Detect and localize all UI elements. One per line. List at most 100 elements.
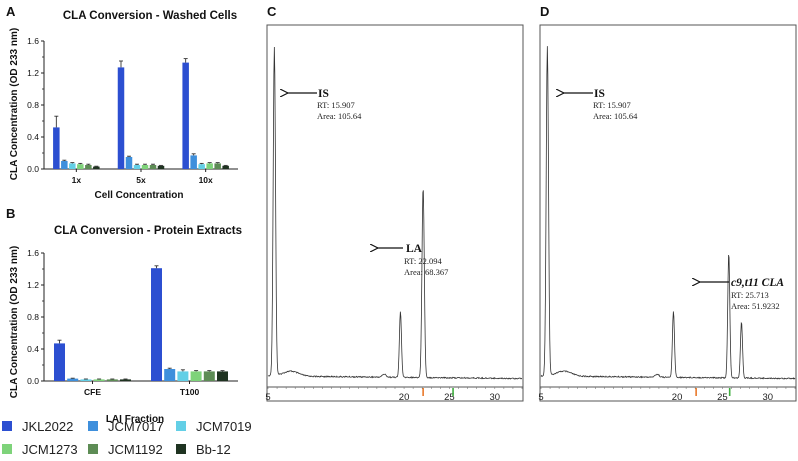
y-tick-label: 0.4 bbox=[27, 344, 39, 354]
legend-swatch-bb-12 bbox=[176, 444, 186, 454]
panel-d-is-area: Area: 105.64 bbox=[593, 111, 638, 121]
legend-label-bb-12: Bb-12 bbox=[196, 442, 231, 457]
legend-label-jcm7019: JCM7019 bbox=[196, 419, 252, 434]
bar-jcm7017-1x bbox=[61, 161, 68, 169]
bar-jcm1273-t100 bbox=[190, 371, 202, 381]
legend-label-jcm7017: JCM7017 bbox=[108, 419, 164, 434]
bar-jcm7019-1x bbox=[69, 163, 76, 169]
x-category-label: 5x bbox=[136, 175, 146, 185]
bar-bb-12-1x bbox=[93, 166, 100, 169]
x-tick-label: 25 bbox=[717, 392, 728, 403]
bar-jcm1273-1x bbox=[77, 164, 84, 169]
panel-d-cla-name: c9,t11 CLA bbox=[731, 277, 784, 289]
panel-c-is-name: IS bbox=[318, 88, 329, 100]
x-category-label: CFE bbox=[84, 387, 101, 397]
panel-a-letter: A bbox=[6, 4, 16, 19]
panel-b: B CLA Conversion - Protein Extracts CLA … bbox=[6, 206, 242, 425]
bar-jkl2022-cfe bbox=[54, 343, 65, 381]
x-tick-label: 30 bbox=[489, 392, 500, 403]
y-tick-label: 0.0 bbox=[27, 376, 39, 386]
bar-jkl2022-t100 bbox=[151, 268, 162, 381]
bar-jcm7019-t100 bbox=[177, 371, 189, 381]
bar-jcm7017-10x bbox=[190, 155, 197, 169]
panel-d-letter: D bbox=[540, 4, 549, 19]
panel-b-y-axis-title: CLA Concentration (OD 233 nm) bbox=[9, 246, 20, 398]
panel-c-la-name: LA bbox=[406, 243, 423, 255]
x-tick-label: 25 bbox=[444, 392, 455, 403]
panel-b-x-axis-title: LAI Fraction bbox=[106, 414, 164, 425]
panel-a: A CLA Conversion - Washed Cells CLA Conc… bbox=[6, 4, 238, 201]
panel-d-cla-area: Area: 51.9232 bbox=[731, 301, 780, 311]
bar-bb-12-cfe bbox=[120, 379, 131, 381]
y-tick-label: 0.8 bbox=[27, 100, 39, 110]
legend-label-jcm1192: JCM1192 bbox=[108, 442, 163, 457]
bar-bb-12-5x bbox=[157, 165, 165, 169]
legend-label-jcm1273: JCM1273 bbox=[22, 442, 78, 457]
x-category-label: 1x bbox=[72, 175, 82, 185]
bar-jkl2022-1x bbox=[53, 127, 60, 169]
bar-jcm7017-5x bbox=[125, 157, 133, 169]
legend-swatch-jcm7019 bbox=[176, 421, 186, 431]
legend-swatch-jcm1192 bbox=[88, 444, 98, 454]
panel-b-letter: B bbox=[6, 206, 15, 221]
panel-c-plot: 5 20 25 30 bbox=[265, 47, 523, 403]
y-tick-label: 1.2 bbox=[27, 280, 39, 290]
legend-swatch-jcm1273 bbox=[2, 444, 12, 454]
chromatogram-trace bbox=[267, 47, 523, 380]
x-tick-label: 20 bbox=[672, 392, 683, 403]
x-tick-label: 5 bbox=[538, 392, 543, 403]
panel-c-is-rt: RT: 15.907 bbox=[317, 100, 355, 110]
bar-jcm7019-10x bbox=[198, 164, 205, 169]
panel-a-plot: 0.0 0.4 0.8 1.2 1.6 1x 5x 10x bbox=[27, 36, 238, 185]
panel-d-cla-rt: RT: 25.713 bbox=[731, 290, 769, 300]
chromatogram-trace bbox=[540, 46, 796, 380]
panel-d-plot: 5 20 25 30 bbox=[538, 46, 796, 403]
panel-c-frame bbox=[266, 24, 524, 402]
x-tick-label: 5 bbox=[265, 392, 270, 403]
bar-jcm1192-cfe bbox=[106, 379, 118, 381]
bar-jkl2022-10x bbox=[182, 62, 189, 169]
bar-jcm1192-10x bbox=[214, 163, 221, 169]
y-tick-label: 1.6 bbox=[27, 36, 39, 46]
y-tick-label: 0.0 bbox=[27, 164, 39, 174]
y-tick-label: 1.2 bbox=[27, 68, 39, 78]
x-category-label: 10x bbox=[199, 175, 213, 185]
legend-swatch-jkl2022 bbox=[2, 421, 12, 431]
panel-b-plot: 0.0 0.4 0.8 1.2 1.6 CFE T100 bbox=[27, 248, 238, 397]
legend-swatch-jcm7017 bbox=[88, 421, 98, 431]
bar-jcm7019-5x bbox=[133, 165, 141, 169]
bar-jcm1192-t100 bbox=[203, 371, 215, 381]
bar-jcm7019-cfe bbox=[80, 379, 92, 381]
bar-jcm1273-10x bbox=[206, 163, 213, 169]
panel-d-is-rt: RT: 15.907 bbox=[593, 100, 631, 110]
x-tick-label: 20 bbox=[399, 392, 410, 403]
panel-d: D 5 20 25 30 IS RT: 15.907 Area: 105.64 c9,… bbox=[538, 4, 797, 403]
panel-a-title: CLA Conversion - Washed Cells bbox=[63, 10, 237, 22]
x-category-label: T100 bbox=[180, 387, 200, 397]
bar-jcm1273-5x bbox=[141, 165, 149, 169]
bar-bb-12-t100 bbox=[217, 371, 228, 381]
y-tick-label: 0.4 bbox=[27, 132, 39, 142]
y-tick-label: 0.8 bbox=[27, 312, 39, 322]
bar-jcm1192-5x bbox=[149, 165, 157, 169]
legend: JKL2022 JCM7017 JCM7019 JCM1273 JCM1192 Bb-12 bbox=[2, 419, 252, 457]
bar-jcm7017-t100 bbox=[164, 369, 176, 381]
bar-jcm1273-cfe bbox=[93, 379, 105, 381]
legend-label-jkl2022: JKL2022 bbox=[22, 419, 73, 434]
bar-jcm1192-1x bbox=[85, 165, 92, 169]
panel-c-la-area: Area: 68.367 bbox=[404, 267, 448, 277]
bar-jkl2022-5x bbox=[117, 67, 125, 169]
panel-c-la-rt: RT: 22.094 bbox=[404, 256, 443, 266]
panel-d-frame bbox=[539, 24, 797, 402]
y-tick-label: 1.6 bbox=[27, 248, 39, 258]
x-tick-label: 30 bbox=[762, 392, 773, 403]
panel-a-x-axis-title: Cell Concentration bbox=[95, 190, 184, 201]
panel-c-letter: C bbox=[267, 4, 277, 19]
panel-d-is-name: IS bbox=[594, 88, 605, 100]
panel-c: C 5 20 25 30 IS RT: 15.907 Area: 105.64 LA … bbox=[265, 4, 524, 403]
bar-jcm7017-cfe bbox=[67, 378, 79, 381]
bar-bb-12-10x bbox=[222, 165, 229, 169]
panel-b-title: CLA Conversion - Protein Extracts bbox=[54, 225, 242, 237]
panel-a-y-axis-title: CLA Concentration (OD 233 nm) bbox=[9, 28, 20, 180]
